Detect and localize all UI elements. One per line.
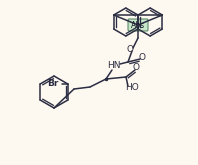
Text: O: O [132,64,140,72]
Text: O: O [138,53,146,63]
Text: Abs: Abs [131,20,145,30]
Text: HN: HN [107,62,121,70]
Text: HO: HO [125,83,139,93]
Text: Br: Br [48,80,59,88]
Text: O: O [127,45,133,53]
FancyBboxPatch shape [128,19,148,31]
